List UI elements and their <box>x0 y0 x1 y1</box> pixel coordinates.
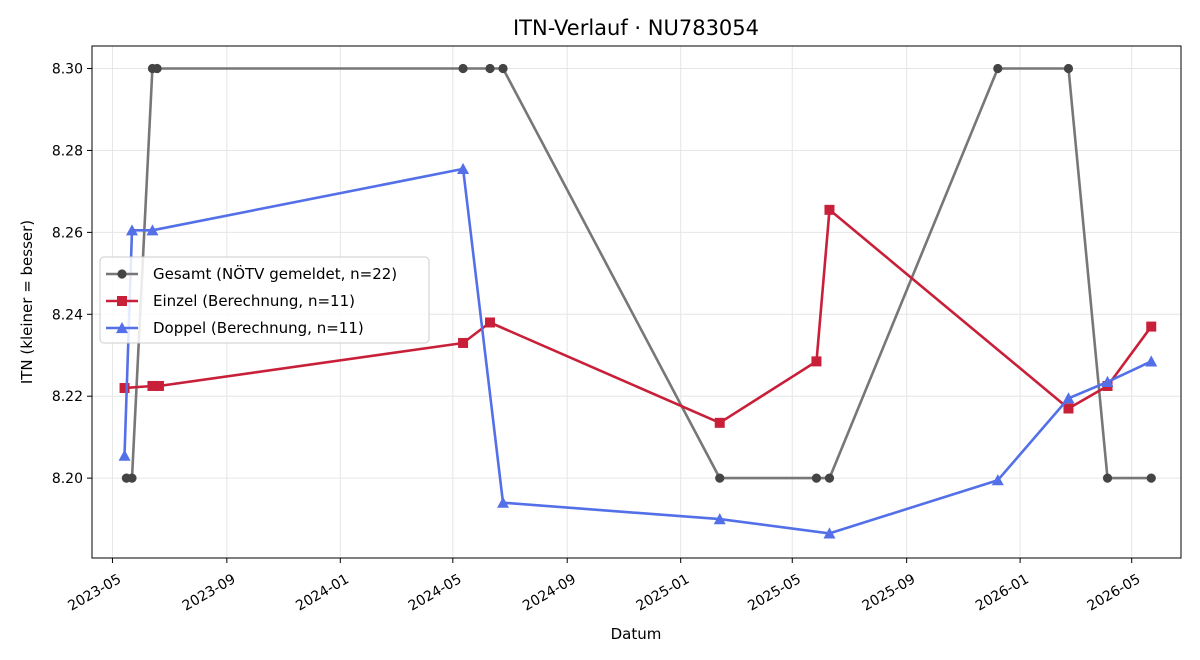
y-axis: 8.20 8.22 8.24 8.26 8.28 8.30 <box>52 62 92 487</box>
x-tick-label: 2024-05 <box>406 571 465 614</box>
data-point <box>1101 375 1114 387</box>
legend-swatch-marker <box>116 322 128 334</box>
x-axis: 2023-05 2023-09 2024-01 2024-05 2024-09 2025-… <box>65 558 1143 614</box>
y-tick-label: 8.30 <box>52 62 83 78</box>
data-point <box>1062 392 1075 404</box>
data-point <box>824 473 835 483</box>
data-point <box>498 63 508 74</box>
data-point <box>715 473 725 483</box>
data-point <box>485 317 496 328</box>
data-point <box>1145 355 1158 367</box>
data-point <box>991 474 1004 486</box>
x-tick-label: 2026-01 <box>973 571 1032 614</box>
legend-label: Einzel (Berechnung, n=11) <box>153 292 355 310</box>
legend: Gesamt (NÖTV gemeldet, n=22) Einzel (Bere… <box>99 256 430 344</box>
data-point <box>485 63 495 74</box>
data-point <box>125 224 138 236</box>
data-point <box>823 527 836 539</box>
data-point <box>127 473 137 483</box>
y-tick-label: 8.24 <box>52 307 83 323</box>
x-tick-label: 2024-01 <box>293 571 352 614</box>
data-point <box>118 449 131 461</box>
grid <box>92 46 1181 558</box>
data-point <box>119 383 130 394</box>
data-point <box>824 204 835 215</box>
x-axis-title: Datum <box>611 625 662 643</box>
series-0 <box>121 63 1156 483</box>
x-tick-label: 2023-05 <box>65 571 124 614</box>
y-tick-label: 8.26 <box>52 225 83 241</box>
data-point <box>152 63 162 74</box>
legend-entry: Doppel (Berechnung, n=11) <box>106 319 364 337</box>
legend-label: Gesamt (NÖTV gemeldet, n=22) <box>153 264 397 283</box>
data-point <box>714 417 725 428</box>
y-tick-label: 8.20 <box>52 471 83 487</box>
series-layer <box>118 63 1158 539</box>
data-point <box>1063 403 1074 414</box>
x-tick-label: 2025-09 <box>860 571 919 614</box>
data-point <box>497 496 510 508</box>
data-point <box>993 63 1003 74</box>
x-tick-label: 2025-01 <box>634 571 693 614</box>
y-tick-label: 8.28 <box>52 143 83 159</box>
legend-label: Doppel (Berechnung, n=11) <box>153 319 364 337</box>
data-point <box>458 337 469 348</box>
data-point <box>713 513 726 525</box>
chart-title: ITN-Verlauf · NU783054 <box>513 16 759 40</box>
x-tick-label: 2025-05 <box>745 571 804 614</box>
y-axis-title: ITN (kleiner = besser) <box>18 220 36 384</box>
x-tick-label: 2024-09 <box>520 571 579 614</box>
data-point <box>1146 473 1156 483</box>
data-point <box>811 356 822 367</box>
data-point <box>147 380 158 391</box>
legend-swatch-marker <box>117 269 127 279</box>
legend-entry: Gesamt (NÖTV gemeldet, n=22) <box>106 264 397 283</box>
data-point <box>458 63 468 74</box>
legend-entry: Einzel (Berechnung, n=11) <box>106 292 355 310</box>
data-point <box>146 224 159 236</box>
data-point <box>811 473 822 483</box>
x-tick-label: 2026-05 <box>1085 571 1144 614</box>
series-2 <box>118 162 1158 539</box>
legend-box <box>99 256 430 344</box>
y-tick-label: 8.22 <box>52 389 83 405</box>
data-point <box>153 380 164 391</box>
legend-swatch-marker <box>117 296 127 306</box>
data-point <box>457 162 470 174</box>
data-point <box>1063 63 1074 74</box>
data-point <box>1146 321 1157 332</box>
data-point <box>1102 473 1113 483</box>
plot-frame <box>91 45 1182 559</box>
x-tick-label: 2023-09 <box>180 571 239 614</box>
